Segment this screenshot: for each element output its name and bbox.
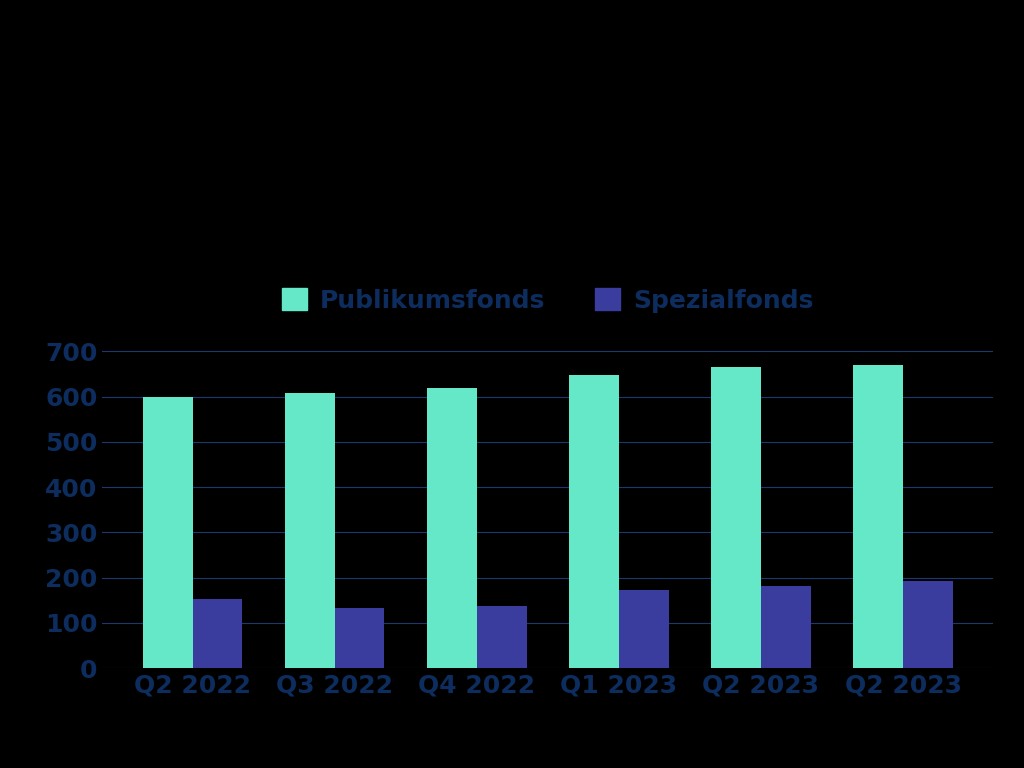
Bar (618, 591, 669, 668)
Bar (285, 393, 335, 668)
Bar (427, 388, 477, 668)
Bar (477, 606, 526, 668)
Bar (335, 608, 384, 668)
Bar (193, 599, 243, 668)
Bar (853, 365, 903, 668)
Bar (761, 586, 811, 668)
Bar (569, 375, 618, 668)
Legend: Publikumsfonds, Spezialfonds: Publikumsfonds, Spezialfonds (272, 278, 823, 323)
Bar (903, 581, 952, 668)
Bar (143, 397, 193, 668)
Bar (712, 367, 761, 668)
